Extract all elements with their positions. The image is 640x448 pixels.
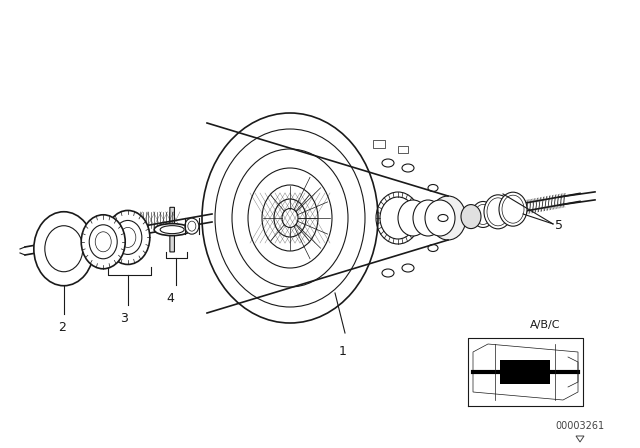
Text: 4: 4 [166,292,174,305]
Text: A/B/C: A/B/C [530,320,560,330]
Text: 2: 2 [58,321,66,334]
Ellipse shape [484,195,512,229]
Ellipse shape [430,196,466,240]
Ellipse shape [106,211,150,264]
Bar [398,146,408,153]
Text: 1: 1 [339,345,347,358]
Ellipse shape [413,200,443,236]
Text: 5: 5 [555,220,563,233]
Ellipse shape [154,224,190,236]
Polygon shape [500,360,550,384]
Ellipse shape [202,113,378,323]
Ellipse shape [34,212,94,286]
Text: 3: 3 [120,311,128,324]
Ellipse shape [472,202,494,228]
Ellipse shape [499,192,527,226]
Ellipse shape [461,205,481,228]
Ellipse shape [398,200,428,236]
Ellipse shape [81,215,125,269]
Ellipse shape [425,200,455,236]
Text: 00003261: 00003261 [556,421,605,431]
Bar [373,140,385,148]
Bar [473,343,578,401]
Ellipse shape [185,218,199,234]
FancyBboxPatch shape [170,207,175,252]
